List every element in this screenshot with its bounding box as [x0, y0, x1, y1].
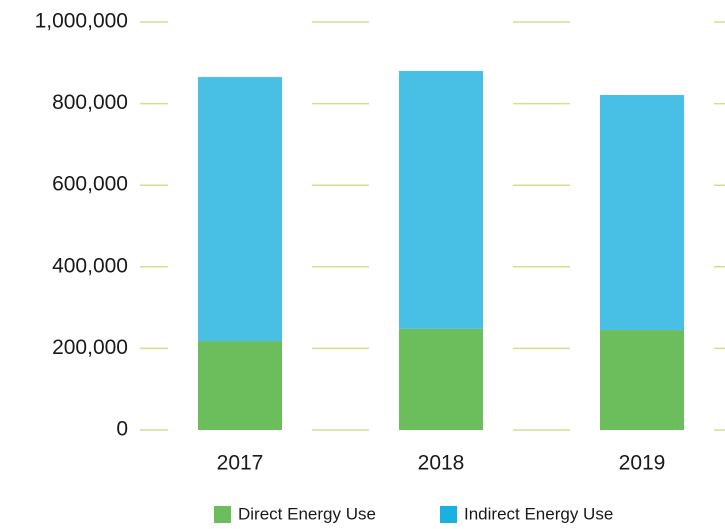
y-tick-label: 600,000 [52, 173, 128, 196]
bar-segment [399, 328, 483, 430]
y-tick-label: 200,000 [52, 336, 128, 359]
bar-segment [600, 95, 684, 331]
x-tick-label: 2018 [418, 452, 465, 475]
x-tick-label: 2017 [217, 452, 264, 475]
y-tick-label: 0 [116, 418, 128, 441]
x-tick-label: 2019 [619, 452, 666, 475]
bar-segment [399, 70, 483, 329]
bar-segment [198, 341, 282, 430]
legend-label: Indirect Energy Use [464, 504, 613, 523]
legend-label: Direct Energy Use [238, 504, 376, 523]
legend-swatch [214, 506, 231, 523]
y-tick-label: 1,000,000 [35, 10, 128, 33]
y-tick-label: 400,000 [52, 254, 128, 277]
bar-segment [198, 77, 282, 342]
legend-swatch [440, 506, 457, 523]
bar-segment [600, 330, 684, 430]
legend: Direct Energy Use Indirect Energy Use [214, 504, 613, 523]
y-tick-label: 800,000 [52, 91, 128, 114]
